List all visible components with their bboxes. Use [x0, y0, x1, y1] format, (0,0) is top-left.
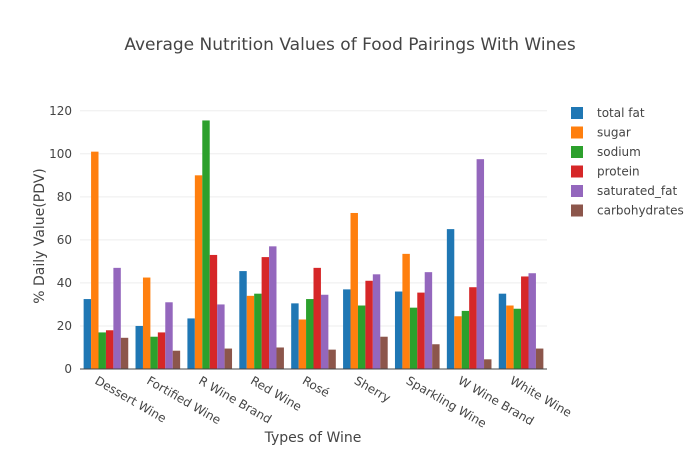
x-tick-label: Sherry — [352, 373, 393, 405]
bar-total fat-8[interactable] — [498, 293, 507, 369]
y-tick-label: 100 — [49, 147, 72, 161]
bar-carbohydrates-8[interactable] — [535, 348, 544, 369]
bars — [83, 120, 544, 369]
legend-label[interactable]: sugar — [597, 126, 631, 140]
bar-saturated-fat-7[interactable] — [476, 159, 485, 369]
bar-sugar-3[interactable] — [246, 295, 255, 369]
bar-carbohydrates-5[interactable] — [380, 336, 388, 369]
y-tick-label: 60 — [57, 233, 72, 247]
bar-sodium-4[interactable] — [306, 299, 314, 369]
bar-total fat-2[interactable] — [187, 318, 195, 369]
legend-swatch — [571, 107, 583, 119]
bar-saturated-fat-3[interactable] — [269, 246, 277, 369]
chart-title: Average Nutrition Values of Food Pairing… — [124, 35, 576, 55]
bar-protein-5[interactable] — [365, 280, 373, 369]
bar-sodium-6[interactable] — [409, 307, 418, 369]
bar-protein-3[interactable] — [261, 257, 270, 369]
bar-protein-2[interactable] — [209, 254, 218, 369]
legend-swatch — [571, 146, 583, 158]
bar-protein-8[interactable] — [521, 276, 529, 369]
bar-saturated-fat-2[interactable] — [217, 304, 225, 369]
y-tick-label: 0 — [64, 362, 72, 376]
bar-sugar-7[interactable] — [454, 316, 462, 369]
legend-swatch — [571, 126, 583, 139]
bar-sugar-6[interactable] — [402, 253, 410, 369]
bar-total fat-1[interactable] — [135, 325, 143, 369]
y-tick-label: 40 — [57, 276, 72, 290]
bar-total fat-4[interactable] — [291, 303, 299, 369]
y-tick-label: 20 — [57, 319, 72, 333]
bar-sugar-2[interactable] — [194, 175, 203, 369]
bar-carbohydrates-3[interactable] — [276, 347, 284, 369]
bar-sodium-2[interactable] — [202, 120, 210, 369]
bar-carbohydrates-0[interactable] — [120, 337, 129, 369]
bar-sugar-0[interactable] — [91, 151, 99, 369]
legend-label[interactable]: carbohydrates — [597, 204, 684, 218]
bar-protein-7[interactable] — [469, 287, 477, 369]
bar-carbohydrates-2[interactable] — [224, 348, 233, 369]
y-axis-title: % Daily Value(PDV) — [32, 168, 48, 304]
bar-sodium-0[interactable] — [98, 332, 106, 369]
legend-swatch — [571, 204, 583, 217]
bar-saturated-fat-1[interactable] — [165, 302, 173, 369]
x-axis-title: Types of Wine — [264, 430, 362, 446]
y-axis-ticks: 0 20 40 60 80 100 120 — [49, 104, 72, 376]
bar-carbohydrates-6[interactable] — [432, 344, 440, 369]
bar-sodium-1[interactable] — [150, 336, 158, 369]
legend-swatch — [571, 165, 583, 178]
bar-sodium-5[interactable] — [357, 305, 366, 369]
bar-sugar-1[interactable] — [142, 277, 151, 369]
bar-sugar-8[interactable] — [506, 305, 514, 369]
bar-saturated-fat-5[interactable] — [372, 274, 381, 369]
legend-swatch — [571, 185, 583, 197]
bar-protein-1[interactable] — [157, 332, 166, 369]
y-tick-label: 120 — [49, 104, 72, 118]
bar-total fat-0[interactable] — [83, 299, 92, 369]
bar-saturated-fat-4[interactable] — [320, 294, 329, 369]
y-tick-label: 80 — [57, 190, 72, 204]
bar-sugar-4[interactable] — [298, 319, 307, 369]
legend-label[interactable]: protein — [597, 165, 640, 179]
bar-sugar-5[interactable] — [350, 212, 358, 369]
x-tick-label: Rosé — [300, 373, 332, 400]
bar-saturated-fat-8[interactable] — [528, 273, 536, 369]
bar-total fat-5[interactable] — [343, 289, 351, 369]
bar-protein-6[interactable] — [417, 292, 425, 369]
bar-carbohydrates-7[interactable] — [484, 359, 492, 369]
bar-saturated-fat-0[interactable] — [113, 267, 121, 369]
bar-total fat-7[interactable] — [446, 229, 455, 369]
bar-sodium-8[interactable] — [513, 308, 522, 369]
bar-sodium-7[interactable] — [461, 310, 470, 369]
bar-carbohydrates-4[interactable] — [328, 349, 336, 369]
legend-label[interactable]: total fat — [597, 106, 645, 120]
bar-carbohydrates-1[interactable] — [172, 350, 181, 369]
bar-total fat-6[interactable] — [394, 291, 403, 369]
bar-protein-0[interactable] — [105, 330, 114, 369]
legend-label[interactable]: sodium — [597, 145, 641, 159]
bar-saturated-fat-6[interactable] — [424, 272, 433, 369]
bar-protein-4[interactable] — [313, 267, 321, 369]
bar-sodium-3[interactable] — [254, 293, 262, 369]
legend-label[interactable]: saturated_fat — [597, 184, 677, 198]
bar-total fat-3[interactable] — [239, 271, 247, 369]
legend: total fat sugar sodium protein saturated_fat… — [571, 106, 684, 218]
